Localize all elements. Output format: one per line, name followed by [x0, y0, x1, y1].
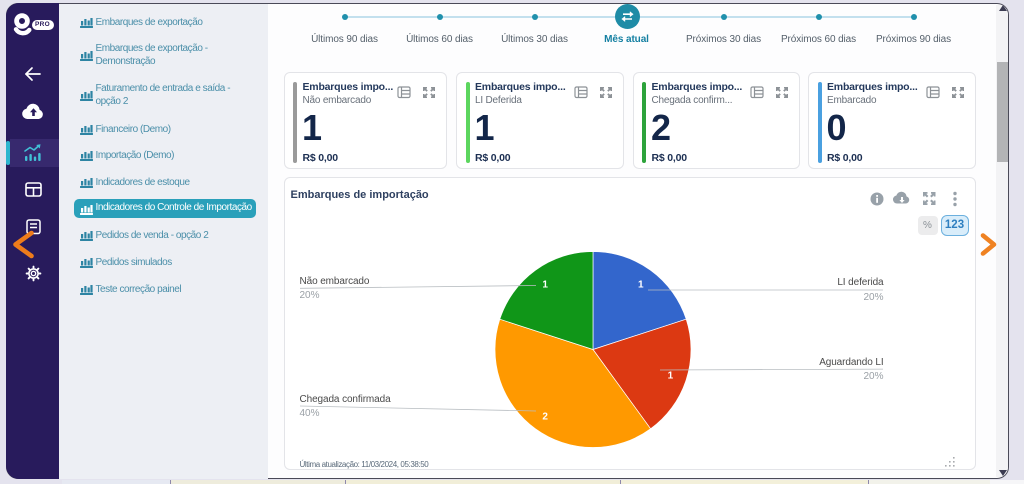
- svg-text:2: 2: [542, 411, 548, 422]
- svg-text:1: 1: [542, 280, 548, 291]
- svg-text:1: 1: [667, 371, 673, 382]
- svg-text:1: 1: [638, 280, 644, 291]
